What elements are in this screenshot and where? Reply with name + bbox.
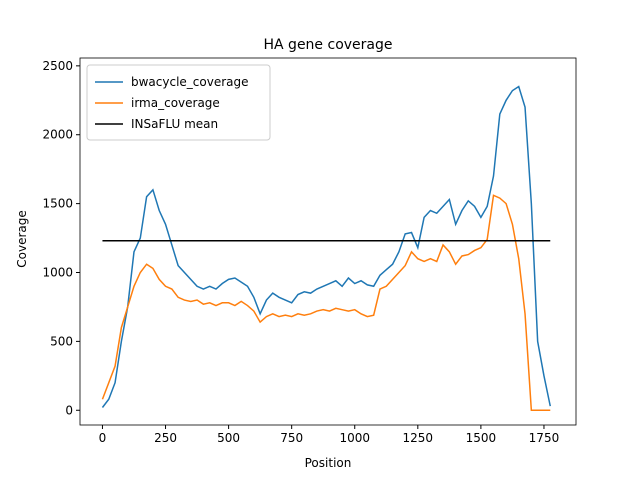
legend-label: INSaFLU mean <box>131 117 218 131</box>
legend-label: irma_coverage <box>131 96 220 110</box>
x-tick-label: 1500 <box>466 431 497 445</box>
y-tick-label: 2500 <box>42 59 73 73</box>
y-tick-label: 500 <box>50 334 73 348</box>
x-axis-label: Position <box>305 456 352 470</box>
legend-box <box>86 64 271 141</box>
chart-title: HA gene coverage <box>264 37 393 53</box>
x-tick-label: 0 <box>99 431 107 445</box>
plot-frame <box>79 57 577 426</box>
x-tick-label: 250 <box>154 431 177 445</box>
x-tick-label: 1750 <box>529 431 560 445</box>
y-tick-label: 1500 <box>42 197 73 211</box>
x-tick-label: 1000 <box>339 431 370 445</box>
y-axis-label: Coverage <box>15 210 29 268</box>
x-tick-label: 500 <box>217 431 240 445</box>
series-line <box>101 194 551 412</box>
y-tick-label: 0 <box>65 403 73 417</box>
x-tick-label: 750 <box>280 431 303 445</box>
x-tick-label: 1250 <box>403 431 434 445</box>
series-line <box>101 85 552 408</box>
y-tick-label: 1000 <box>42 265 73 279</box>
legend-label: bwacycle_coverage <box>131 75 249 89</box>
y-tick-label: 2000 <box>42 128 73 142</box>
